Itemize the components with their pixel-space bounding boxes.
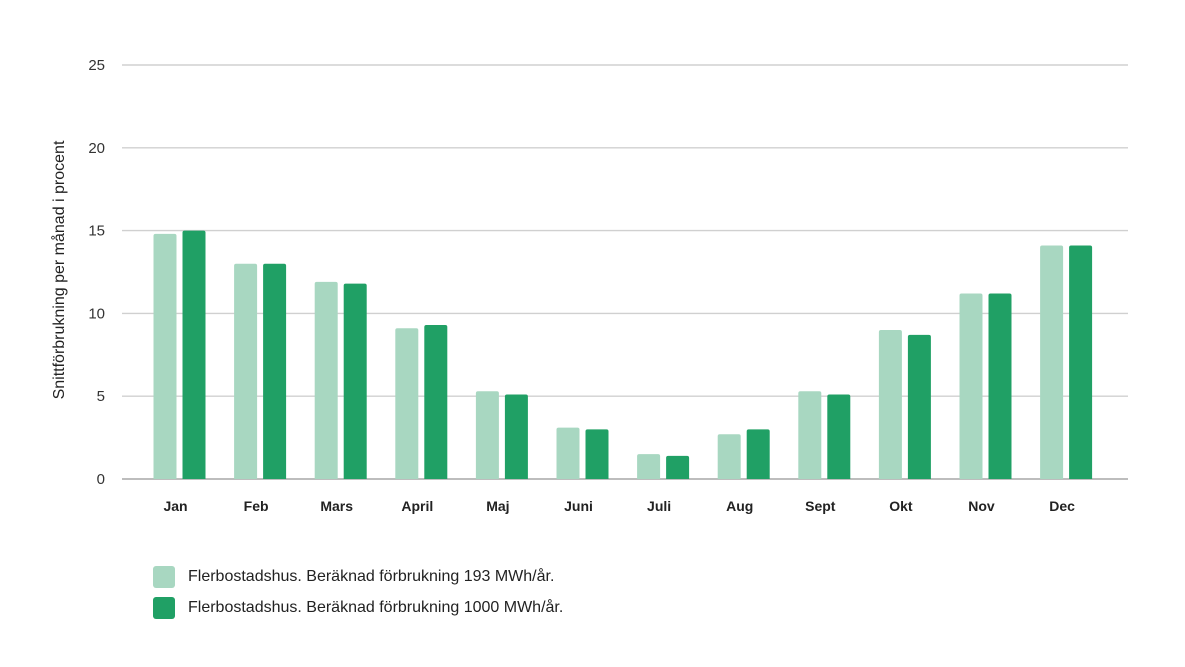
- legend-label-series-1: Flerbostadshus. Beräknad förbrukning 193…: [188, 568, 555, 585]
- bar-series-1-sept: [798, 391, 822, 479]
- legend-swatch-series-1: [153, 566, 175, 588]
- bar-series-2-aug: [746, 429, 770, 479]
- y-axis-label: Snittförbrukning per månad i procent: [50, 140, 68, 399]
- bar-series-2-okt: [907, 334, 931, 479]
- legend-item-series-2: Flerbostadshus. Beräknad förbrukning 100…: [153, 597, 563, 619]
- y-tick-label: 5: [97, 388, 105, 405]
- y-tick-label: 25: [88, 57, 105, 74]
- x-tick-label: Juni: [564, 498, 593, 514]
- x-tick-label: Jan: [163, 498, 187, 514]
- legend-swatch-series-2: [153, 597, 175, 619]
- legend: Flerbostadshus. Beräknad förbrukning 193…: [153, 566, 563, 628]
- x-axis-ticks: Jan Feb Mars April Maj Juni Juli Aug Sept Okt Nov D…: [163, 498, 1075, 514]
- bar-series-2-april: [424, 324, 448, 479]
- y-tick-label: 0: [97, 471, 105, 488]
- x-tick-label: Okt: [889, 498, 913, 514]
- bar-series-1-maj: [475, 391, 499, 479]
- x-tick-label: Sept: [805, 498, 836, 514]
- y-axis-ticks: 0 5 10 15 20 25: [88, 57, 105, 488]
- y-tick-label: 10: [88, 305, 105, 322]
- x-tick-label: Maj: [486, 498, 509, 514]
- y-tick-label: 15: [88, 223, 105, 240]
- bar-series-1-nov: [959, 293, 983, 479]
- legend-label-series-2: Flerbostadshus. Beräknad förbrukning 100…: [188, 599, 564, 616]
- bar-series-1-juli: [637, 454, 661, 479]
- bar-series-1-dec: [1040, 245, 1064, 479]
- bar-series-2-juli: [666, 455, 690, 479]
- x-tick-label: Juli: [647, 498, 671, 514]
- bar-series-2-dec: [1069, 245, 1093, 479]
- bar-series-1-mars: [314, 281, 338, 479]
- bar-series-2-juni: [585, 429, 609, 479]
- bar-series-2-sept: [827, 394, 851, 479]
- x-tick-label: Nov: [968, 498, 995, 514]
- bar-series-1-jan: [153, 233, 177, 479]
- x-tick-label: Mars: [320, 498, 353, 514]
- bar-series-1-aug: [717, 434, 741, 479]
- x-tick-label: April: [401, 498, 433, 514]
- bars: [153, 230, 1093, 479]
- bar-series-2-maj: [504, 394, 528, 479]
- bar-series-1-feb: [234, 263, 258, 479]
- x-tick-label: Dec: [1049, 498, 1075, 514]
- bar-series-1-okt: [878, 329, 902, 479]
- bar-series-1-juni: [556, 427, 580, 479]
- x-tick-label: Aug: [726, 498, 753, 514]
- bar-series-1-april: [395, 328, 419, 479]
- bar-series-2-mars: [343, 283, 367, 479]
- legend-item-series-1: Flerbostadshus. Beräknad förbrukning 193…: [153, 566, 563, 588]
- bar-series-2-jan: [182, 230, 206, 479]
- x-tick-label: Feb: [244, 498, 269, 514]
- bar-series-2-feb: [263, 263, 287, 479]
- bar-series-2-nov: [988, 293, 1012, 479]
- y-tick-label: 20: [88, 140, 105, 157]
